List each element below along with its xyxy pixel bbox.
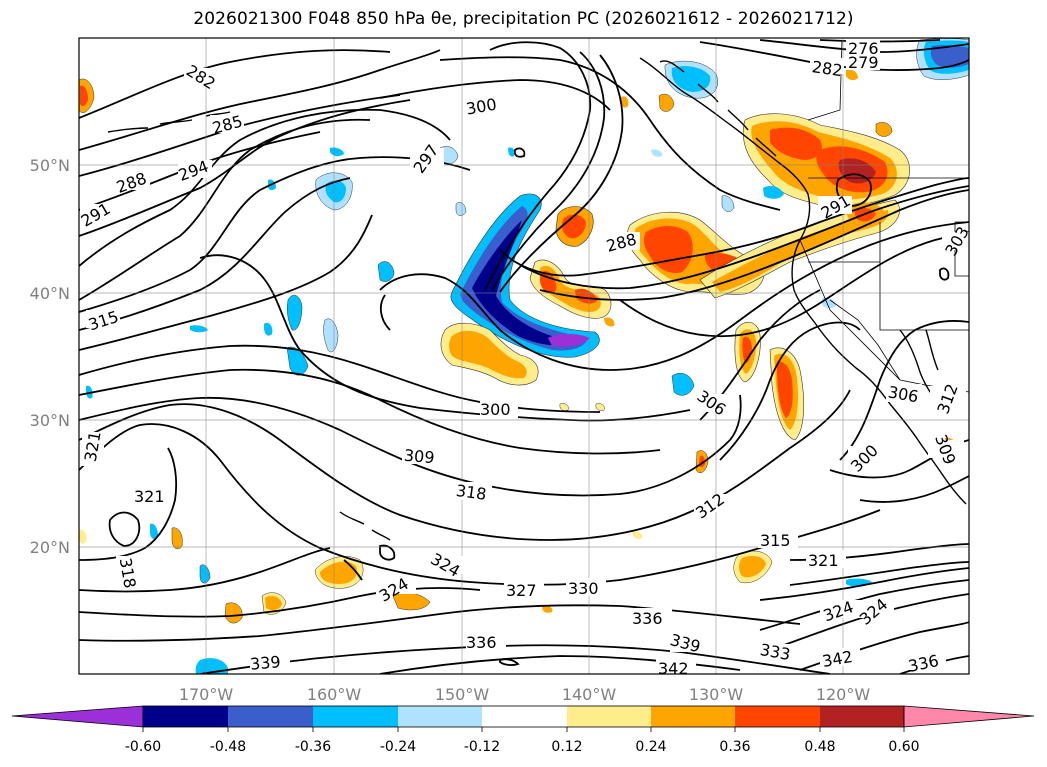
colorbar-extend-min (11, 705, 144, 728)
coastlines (107, 57, 967, 541)
contour-label: 336 (466, 633, 497, 652)
colorbar-segment (651, 706, 735, 727)
colorbar-segment (482, 706, 567, 727)
lat-tick-label: 30°N (30, 411, 70, 430)
lon-tick-label: 170°W (179, 685, 234, 704)
colorbar-segment (228, 706, 313, 727)
lon-tick-label: 120°W (816, 685, 871, 704)
colorbar: -0.60 -0.48 -0.36 -0.24 -0.12 0.12 0.24 … (11, 705, 1035, 755)
plot-frame (78, 37, 970, 675)
lat-tick-label: 20°N (30, 538, 70, 557)
contour-label: 336 (907, 651, 941, 676)
contour-label: 321 (808, 551, 839, 570)
colorbar-tick-label: 0.48 (804, 739, 835, 755)
colorbar-tick-label: -0.48 (210, 739, 246, 755)
lat-axis-labels: 50°N 40°N 30°N 20°N (30, 156, 70, 557)
contour-label: 300 (480, 400, 511, 419)
colorbar-segment (313, 706, 398, 727)
colorbar-segment (735, 706, 820, 727)
contour-labels: 282 285 288 291 294 297 300 276 279 282 … (79, 39, 969, 678)
contour-label: 339 (249, 652, 281, 674)
colorbar-tick-label: -0.60 (125, 739, 161, 755)
colorbar-extend-max (903, 705, 1035, 728)
contour-label: 276 (848, 39, 879, 58)
contour-label: 282 (811, 57, 844, 80)
colorbar-tick-label: -0.24 (380, 739, 416, 755)
contour-label: 318 (455, 481, 488, 504)
lon-axis-labels: 170°W 160°W 150°W 140°W 130°W 120°W (179, 685, 871, 704)
colorbar-tick-label: 0.24 (635, 739, 666, 755)
lon-tick-label: 160°W (307, 685, 362, 704)
contour-label: 279 (848, 53, 879, 72)
gridlines (79, 38, 969, 674)
colorbar-tick-label: -0.36 (295, 739, 331, 755)
contour-label: 309 (403, 446, 435, 468)
lon-tick-label: 130°W (689, 685, 744, 704)
colorbar-tick-label: 0.60 (888, 739, 919, 755)
theta-e-contours (79, 39, 969, 674)
colorbar-tick-label: -0.12 (464, 739, 500, 755)
colorbar-segment (567, 706, 651, 727)
lon-tick-label: 150°W (435, 685, 490, 704)
contour-label: 336 (632, 609, 663, 628)
colorbar-tick-label: 0.36 (719, 739, 750, 755)
contour-label: 315 (760, 531, 791, 550)
colorbar-segment (143, 706, 228, 727)
contour-label: 327 (506, 581, 537, 600)
map-title: 2026021300 F048 850 hPa θe, precipitatio… (193, 9, 854, 29)
colorbar-segment (820, 706, 904, 727)
colorbar-segment (398, 706, 482, 727)
colorbar-tick-label: 0.12 (551, 739, 582, 755)
lat-tick-label: 50°N (30, 156, 70, 175)
lon-tick-label: 140°W (562, 685, 617, 704)
contour-label: 342 (658, 659, 689, 678)
lat-tick-label: 40°N (30, 284, 70, 303)
contour-label: 330 (568, 579, 599, 598)
contour-label: 321 (134, 487, 165, 506)
